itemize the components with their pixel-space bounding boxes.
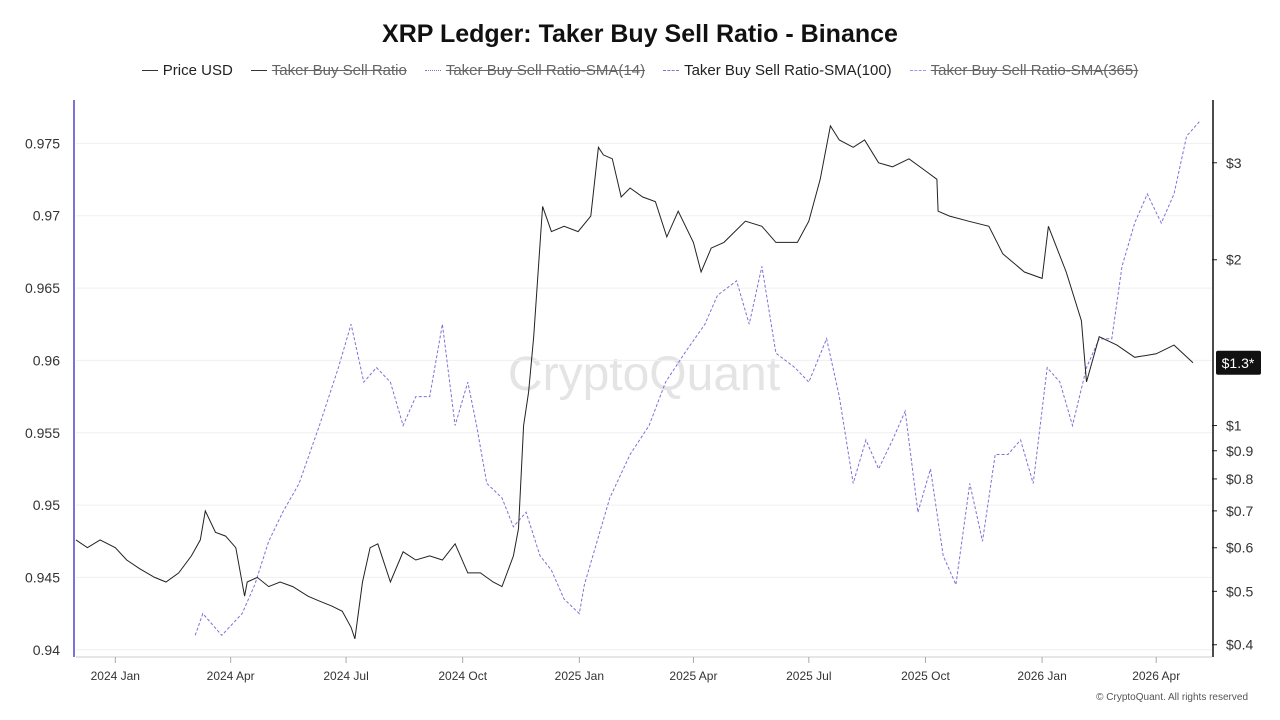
x-tick-label: 2026 Apr: [1132, 669, 1180, 683]
y-right-tick-label: $0.6: [1226, 540, 1253, 556]
chart-legend: Price USD Taker Buy Sell Ratio Taker Buy…: [0, 62, 1280, 79]
legend-swatch-dashed: [663, 70, 680, 71]
y-left-tick-label: 0.945: [25, 569, 60, 585]
y-right-tick-label: $0.9: [1226, 443, 1253, 459]
y-right-tick-label: $3: [1226, 155, 1242, 171]
current-price-badge: [1216, 350, 1261, 375]
legend-item-taker-ratio[interactable]: Taker Buy Sell Ratio: [250, 62, 407, 79]
legend-item-sma100[interactable]: Taker Buy Sell Ratio-SMA(100): [663, 62, 892, 79]
legend-label: Taker Buy Sell Ratio: [271, 62, 407, 79]
legend-label: Taker Buy Sell Ratio-SMA(365): [930, 62, 1139, 79]
y-left-tick-label: 0.95: [33, 497, 60, 513]
legend-label: Price USD: [162, 62, 233, 79]
y-right-tick-label: $0.8: [1226, 471, 1253, 487]
legend-swatch-solid: [141, 70, 158, 71]
legend-swatch-dashed: [909, 70, 926, 71]
x-tick-label: 2024 Jul: [323, 669, 368, 683]
legend-label: Taker Buy Sell Ratio-SMA(100): [684, 62, 892, 79]
legend-label: Taker Buy Sell Ratio-SMA(14): [445, 62, 646, 79]
y-left-tick-label: 0.955: [25, 425, 60, 441]
copyright-footer: © CryptoQuant. All rights reserved: [1096, 692, 1248, 703]
chart-title: XRP Ledger: Taker Buy Sell Ratio - Binan…: [382, 20, 898, 48]
y-right-tick-label: $0.5: [1226, 583, 1253, 599]
sma100-series-line: [194, 121, 1200, 637]
legend-item-sma365[interactable]: Taker Buy Sell Ratio-SMA(365): [909, 62, 1139, 79]
y-left-tick-label: 0.965: [25, 280, 60, 296]
legend-swatch-dotted: [424, 70, 441, 71]
y-right-tick-label: $0.7: [1226, 503, 1253, 519]
x-tick-label: 2025 Apr: [669, 669, 717, 683]
watermark-text: CryptoQuant: [508, 348, 780, 401]
legend-item-price-usd[interactable]: Price USD: [141, 62, 233, 79]
x-tick-label: 2024 Jan: [91, 669, 140, 683]
x-tick-label: 2024 Oct: [438, 669, 487, 683]
y-right-tick-label: $0.4: [1226, 637, 1253, 653]
current-price-label: $1.3*: [1222, 355, 1255, 371]
x-tick-label: 2026 Jan: [1017, 669, 1066, 683]
y-left-tick-label: 0.96: [33, 352, 60, 368]
y-right-tick-label: $2: [1226, 252, 1242, 268]
price-series-line: [75, 124, 1194, 639]
y-left-tick-label: 0.975: [25, 135, 60, 151]
x-tick-label: 2024 Apr: [207, 669, 255, 683]
legend-item-sma14[interactable]: Taker Buy Sell Ratio-SMA(14): [424, 62, 646, 79]
y-left-tick-label: 0.94: [33, 642, 60, 658]
x-tick-label: 2025 Jan: [555, 669, 604, 683]
y-right-tick-label: $1: [1226, 418, 1242, 434]
y-left-tick-label: 0.97: [33, 208, 60, 224]
x-tick-label: 2025 Jul: [786, 669, 831, 683]
x-tick-label: 2025 Oct: [901, 669, 950, 683]
legend-swatch-solid: [250, 70, 267, 71]
